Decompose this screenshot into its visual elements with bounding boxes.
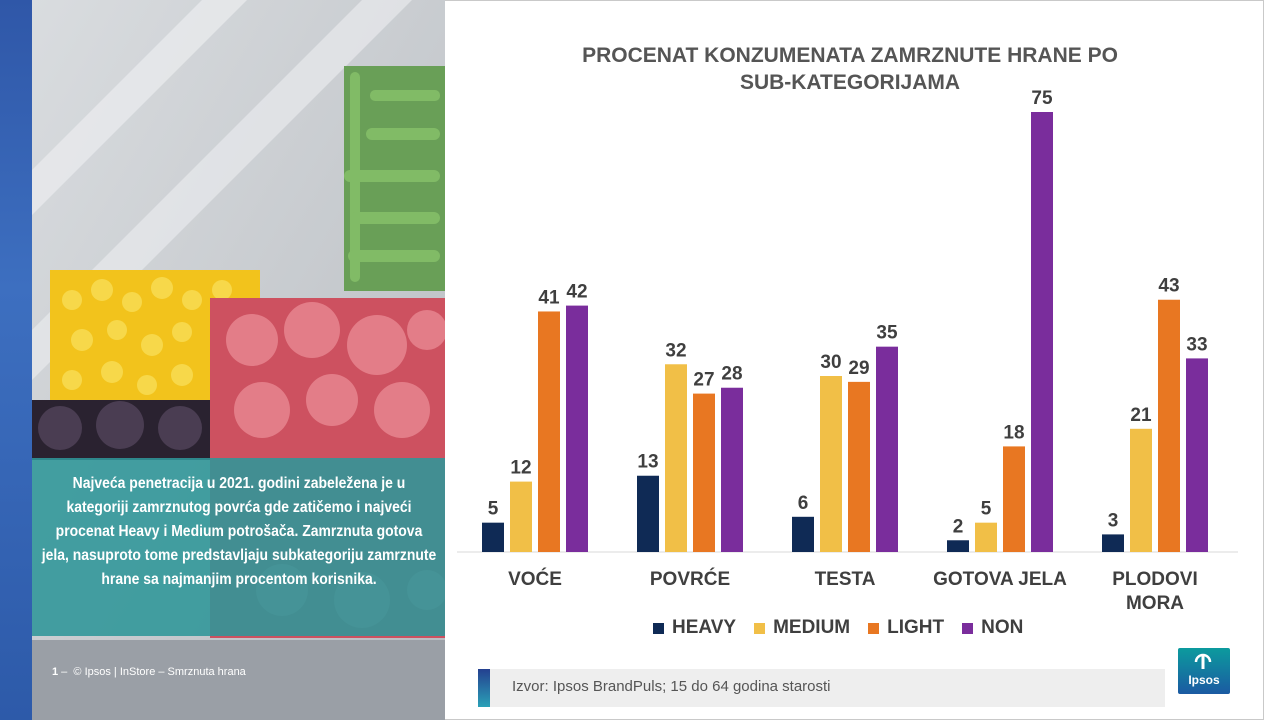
legend-label-heavy: HEAVY [672,617,737,638]
slide-footer: 1 – © Ipsos | InStore – Smrznuta hrana [52,666,246,678]
legend-swatch-non [962,622,974,634]
data-label-light-3: 18 [1003,422,1024,443]
legend-swatch-light [868,622,880,634]
category-label-3: GOTOVA JELA [933,569,1067,590]
data-label-non-4: 33 [1186,334,1207,355]
category-label-0: VOĆE [508,568,562,590]
bar-non-2 [876,346,898,552]
data-label-light-4: 43 [1158,276,1179,297]
slide-number: 1 [52,666,59,678]
chart-title-line-2: SUB-KATEGORIJAMA [739,71,961,94]
ipsos-logo: Ipsos [1178,648,1230,694]
bar-heavy-3 [947,540,969,552]
bar-medium-2 [820,376,842,552]
bar-heavy-1 [637,475,659,552]
data-label-light-0: 41 [538,287,560,308]
data-label-heavy-1: 13 [637,452,658,473]
legend-label-light: LIGHT [887,617,945,638]
legend-item-medium: MEDIUM [754,617,850,639]
legend-label-medium: MEDIUM [773,617,851,638]
bar-heavy-4 [1102,534,1124,552]
legend-item-light: LIGHT [868,617,944,639]
copyright-text: © Ipsos | InStore – Smrznuta hrana [73,666,246,678]
data-label-non-0: 42 [566,282,587,303]
legend-label-non: NON [981,617,1024,638]
source-accent [478,669,490,707]
legend-swatch-medium [754,622,766,634]
bar-light-1 [693,393,715,552]
chart-title: PROCENAT KONZUMENATA ZAMRZNUTE HRANE PO … [470,42,1230,96]
data-label-medium-2: 30 [820,352,841,373]
bar-non-1 [721,387,743,552]
category-label-4-0: PLODOVI [1112,569,1198,590]
bar-light-4 [1158,299,1180,552]
legend-item-non: NON [962,617,1023,639]
chart-title-line-1: PROCENAT KONZUMENATA ZAMRZNUTE HRANE PO [582,44,1118,67]
bar-medium-4 [1130,428,1152,552]
data-label-heavy-4: 3 [1108,510,1119,531]
bar-light-0 [538,311,560,552]
data-label-non-2: 35 [876,323,898,344]
bar-medium-1 [665,364,687,552]
data-label-heavy-3: 2 [953,516,964,537]
bar-non-4 [1186,358,1208,552]
bar-non-0 [566,305,588,552]
bar-light-2 [848,381,870,552]
bar-heavy-0 [482,522,504,552]
source-bar: Izvor: Ipsos BrandPuls; 15 do 64 godina … [478,669,1165,707]
ipsos-logo-text: Ipsos [1188,673,1220,687]
summary-panel: Najveća penetracija u 2021. godini zabel… [32,458,445,636]
accent-strip [0,0,32,720]
source-text: Izvor: Ipsos BrandPuls; 15 do 64 godina … [512,678,831,695]
category-label-2: TESTA [815,569,876,590]
data-label-medium-3: 5 [981,499,992,520]
bar-non-3 [1031,112,1053,552]
left-panel: Najveća penetracija u 2021. godini zabel… [0,0,445,720]
data-label-medium-0: 12 [510,458,531,479]
data-label-heavy-0: 5 [488,499,499,520]
bar-light-3 [1003,446,1025,552]
data-label-medium-1: 32 [665,340,686,361]
chart-legend: HEAVY MEDIUM LIGHT NON [653,616,1023,640]
summary-text: Najveća penetracija u 2021. godini zabel… [41,475,437,588]
legend-swatch-heavy [653,622,664,634]
bar-heavy-2 [792,516,814,552]
data-label-non-3: 75 [1031,88,1053,109]
data-label-non-1: 28 [721,364,742,385]
bar-medium-0 [510,481,532,552]
data-label-light-2: 29 [848,358,869,379]
data-label-medium-4: 21 [1130,405,1152,426]
data-label-light-1: 27 [693,370,714,391]
bar-medium-3 [975,522,997,552]
legend-item-heavy: HEAVY [653,617,736,639]
ipsos-logo-icon [1194,653,1212,669]
data-label-heavy-2: 6 [798,493,809,514]
category-label-4-1: MORA [1126,593,1184,614]
category-label-1: POVRĆE [650,568,730,590]
